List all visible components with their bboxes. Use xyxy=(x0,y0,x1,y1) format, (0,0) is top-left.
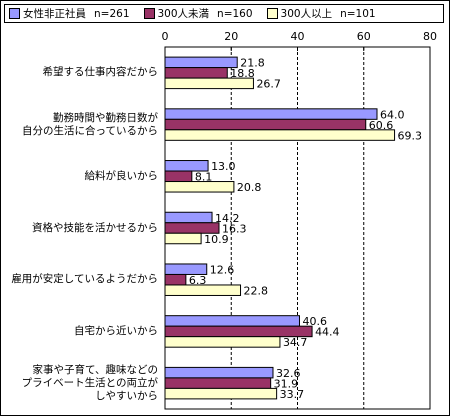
bar-value-label-1-2: 69.3 xyxy=(398,129,423,142)
bar-6-2 xyxy=(164,387,278,400)
bar-4-2 xyxy=(164,284,242,296)
bar-value-label-3-1: 16.3 xyxy=(222,222,247,235)
bar-value-label-3-0: 14.2 xyxy=(215,212,240,225)
bar-value-label-2-0: 13.0 xyxy=(211,160,236,173)
bar-4-1 xyxy=(164,273,187,286)
bar-value-label-5-1: 44.4 xyxy=(315,326,340,339)
legend-n-series-1: n=160 xyxy=(217,7,253,20)
bar-1-0 xyxy=(164,108,378,120)
x-tick-label-20: 20 xyxy=(224,30,238,43)
legend-label-series-0: 女性非正社員 xyxy=(23,8,86,20)
category-label-0: 希望する仕事内容だから xyxy=(42,66,159,79)
bar-2-2 xyxy=(164,181,235,193)
bar-value-label-0-1: 18.8 xyxy=(230,67,255,80)
legend-n-series-2: n=101 xyxy=(340,7,376,20)
bar-1-1 xyxy=(164,118,367,131)
bar-value-label-4-2: 22.8 xyxy=(244,284,269,297)
bar-6-1 xyxy=(164,377,272,389)
legend-label-series-1: 300人未満 xyxy=(157,8,210,20)
x-tick-label-60: 60 xyxy=(357,30,371,43)
bar-value-label-5-2: 34.7 xyxy=(283,336,308,349)
bar-0-1 xyxy=(164,67,228,79)
bar-0-0 xyxy=(164,56,238,69)
bar-value-label-3-2: 10.9 xyxy=(204,233,229,246)
bar-value-label-1-0: 64.0 xyxy=(380,108,405,121)
category-label-2: 給料が良いから xyxy=(84,169,159,182)
category-label-4: 雇用が安定しているようだから xyxy=(11,273,158,286)
bar-4-0 xyxy=(164,263,208,275)
bar-value-label-1-1: 60.6 xyxy=(369,119,394,132)
bar-value-label-4-0: 12.6 xyxy=(210,263,235,276)
legend-item-series-0: 女性非正社員 n=261 xyxy=(9,6,130,21)
bar-2-1 xyxy=(164,170,193,183)
bar-5-2 xyxy=(164,336,281,348)
bar-value-label-2-1: 8.1 xyxy=(195,171,213,184)
bar-value-label-6-2: 33.7 xyxy=(280,388,305,401)
bar-value-label-5-0: 40.6 xyxy=(302,315,327,328)
legend-swatch-series-2 xyxy=(266,8,278,19)
x-tick-label-40: 40 xyxy=(291,30,305,43)
bar-3-0 xyxy=(164,211,213,224)
legend-n-series-0: n=261 xyxy=(94,7,130,20)
x-tick-label-80: 80 xyxy=(423,30,437,43)
bar-0-2 xyxy=(164,77,254,90)
category-label-3: 資格や技能を活かせるから xyxy=(32,221,158,234)
legend: 女性非正社員 n=261 300人未満 n=160 300人以上 n=101 xyxy=(4,4,444,23)
bar-value-label-6-1: 31.9 xyxy=(274,377,299,390)
x-tick-label-0: 0 xyxy=(162,30,169,43)
bar-value-label-6-0: 32.6 xyxy=(276,367,301,380)
bar-3-2 xyxy=(164,232,202,245)
bar-3-1 xyxy=(164,222,220,234)
bar-6-0 xyxy=(164,366,274,379)
category-label-5: 自宅から近いから xyxy=(74,324,158,337)
legend-item-series-1: 300人未満 n=160 xyxy=(143,6,253,21)
bar-2-0 xyxy=(164,160,209,172)
bar-value-label-0-2: 26.7 xyxy=(256,78,281,91)
legend-label-series-2: 300人以上 xyxy=(280,8,333,20)
legend-swatch-series-0 xyxy=(9,8,20,19)
bar-value-label-2-2: 20.8 xyxy=(237,181,262,194)
bar-5-0 xyxy=(164,315,300,327)
category-label-1: 勤務時間や勤務日数が 自分の生活に合っているから xyxy=(22,111,158,137)
bar-1-2 xyxy=(164,129,396,141)
bar-value-label-0-0: 21.8 xyxy=(240,57,265,70)
category-label-6: 家事や子育て、趣味などの プライベート生活との両立が しやすいから xyxy=(21,363,158,402)
legend-swatch-series-1 xyxy=(143,8,155,19)
bar-value-label-4-1: 6.3 xyxy=(189,274,207,287)
bar-5-1 xyxy=(164,325,313,338)
legend-item-series-2: 300人以上 n=101 xyxy=(266,6,376,21)
